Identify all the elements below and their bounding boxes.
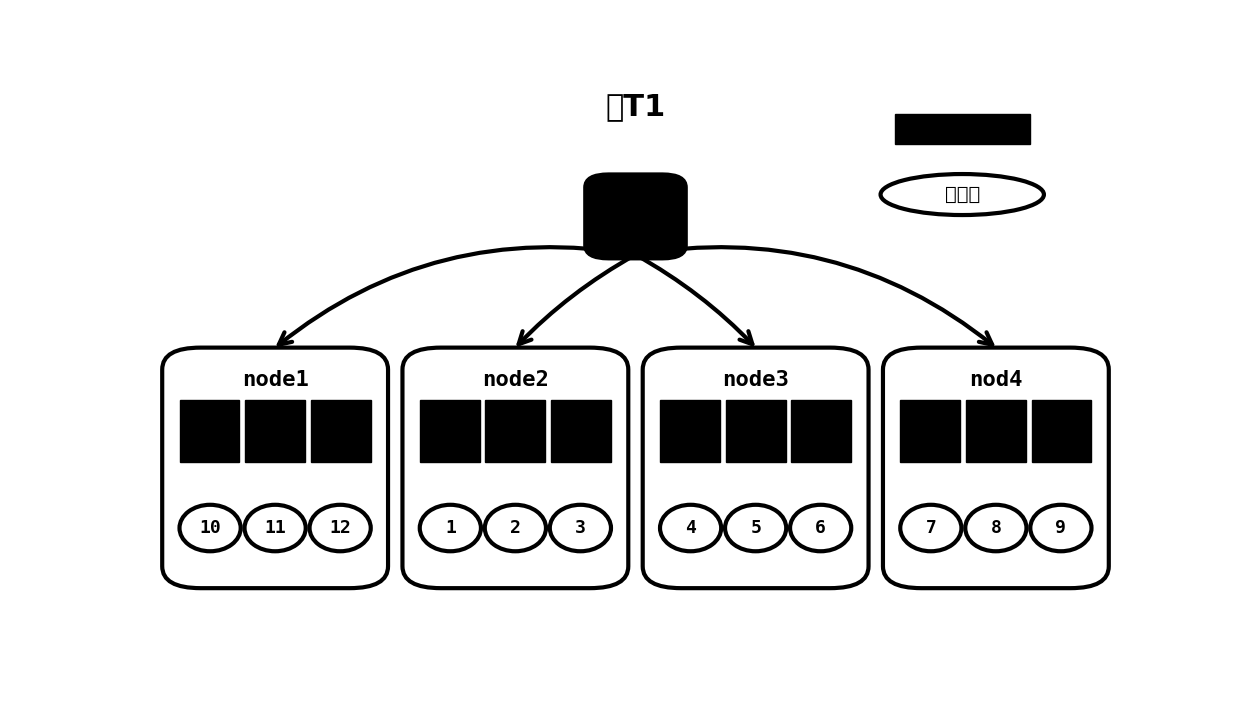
Text: 10: 10 bbox=[200, 519, 221, 537]
Text: 9: 9 bbox=[1055, 519, 1066, 537]
Text: 7: 7 bbox=[925, 519, 936, 537]
FancyArrowPatch shape bbox=[635, 255, 753, 344]
Bar bbox=[900, 400, 960, 462]
Ellipse shape bbox=[1030, 505, 1091, 551]
Bar bbox=[791, 400, 851, 462]
Text: 12: 12 bbox=[330, 519, 351, 537]
Ellipse shape bbox=[790, 505, 851, 551]
Ellipse shape bbox=[420, 505, 481, 551]
FancyArrowPatch shape bbox=[635, 247, 992, 344]
FancyBboxPatch shape bbox=[162, 348, 388, 588]
Ellipse shape bbox=[310, 505, 371, 551]
Text: nod4: nod4 bbox=[970, 371, 1023, 390]
FancyBboxPatch shape bbox=[584, 174, 687, 259]
FancyBboxPatch shape bbox=[642, 348, 868, 588]
Text: 3: 3 bbox=[575, 519, 585, 537]
Ellipse shape bbox=[965, 505, 1027, 551]
Ellipse shape bbox=[660, 505, 722, 551]
Bar bbox=[725, 400, 786, 462]
Text: 备份片: 备份片 bbox=[945, 185, 980, 204]
Text: 11: 11 bbox=[264, 519, 286, 537]
Text: 8: 8 bbox=[991, 519, 1002, 537]
Bar bbox=[966, 400, 1025, 462]
Ellipse shape bbox=[549, 505, 611, 551]
Bar bbox=[485, 400, 546, 462]
Text: 2: 2 bbox=[510, 519, 521, 537]
Ellipse shape bbox=[485, 505, 546, 551]
Text: node2: node2 bbox=[482, 371, 549, 390]
Bar bbox=[311, 400, 371, 462]
Ellipse shape bbox=[725, 505, 786, 551]
Bar bbox=[660, 400, 720, 462]
Bar bbox=[180, 400, 239, 462]
Bar bbox=[246, 400, 305, 462]
Ellipse shape bbox=[900, 505, 961, 551]
FancyArrowPatch shape bbox=[518, 255, 635, 344]
Text: 4: 4 bbox=[686, 519, 696, 537]
Bar bbox=[895, 114, 1029, 144]
FancyBboxPatch shape bbox=[883, 348, 1109, 588]
Ellipse shape bbox=[880, 174, 1044, 215]
Bar bbox=[420, 400, 480, 462]
Text: node1: node1 bbox=[242, 371, 309, 390]
Text: 5: 5 bbox=[750, 519, 761, 537]
Bar bbox=[551, 400, 611, 462]
Bar bbox=[1032, 400, 1091, 462]
Text: 6: 6 bbox=[815, 519, 826, 537]
Ellipse shape bbox=[180, 505, 241, 551]
Text: 表T1: 表T1 bbox=[605, 92, 666, 121]
FancyBboxPatch shape bbox=[403, 348, 629, 588]
Text: 1: 1 bbox=[445, 519, 456, 537]
Text: node3: node3 bbox=[722, 371, 789, 390]
Ellipse shape bbox=[244, 505, 306, 551]
FancyArrowPatch shape bbox=[279, 247, 635, 344]
